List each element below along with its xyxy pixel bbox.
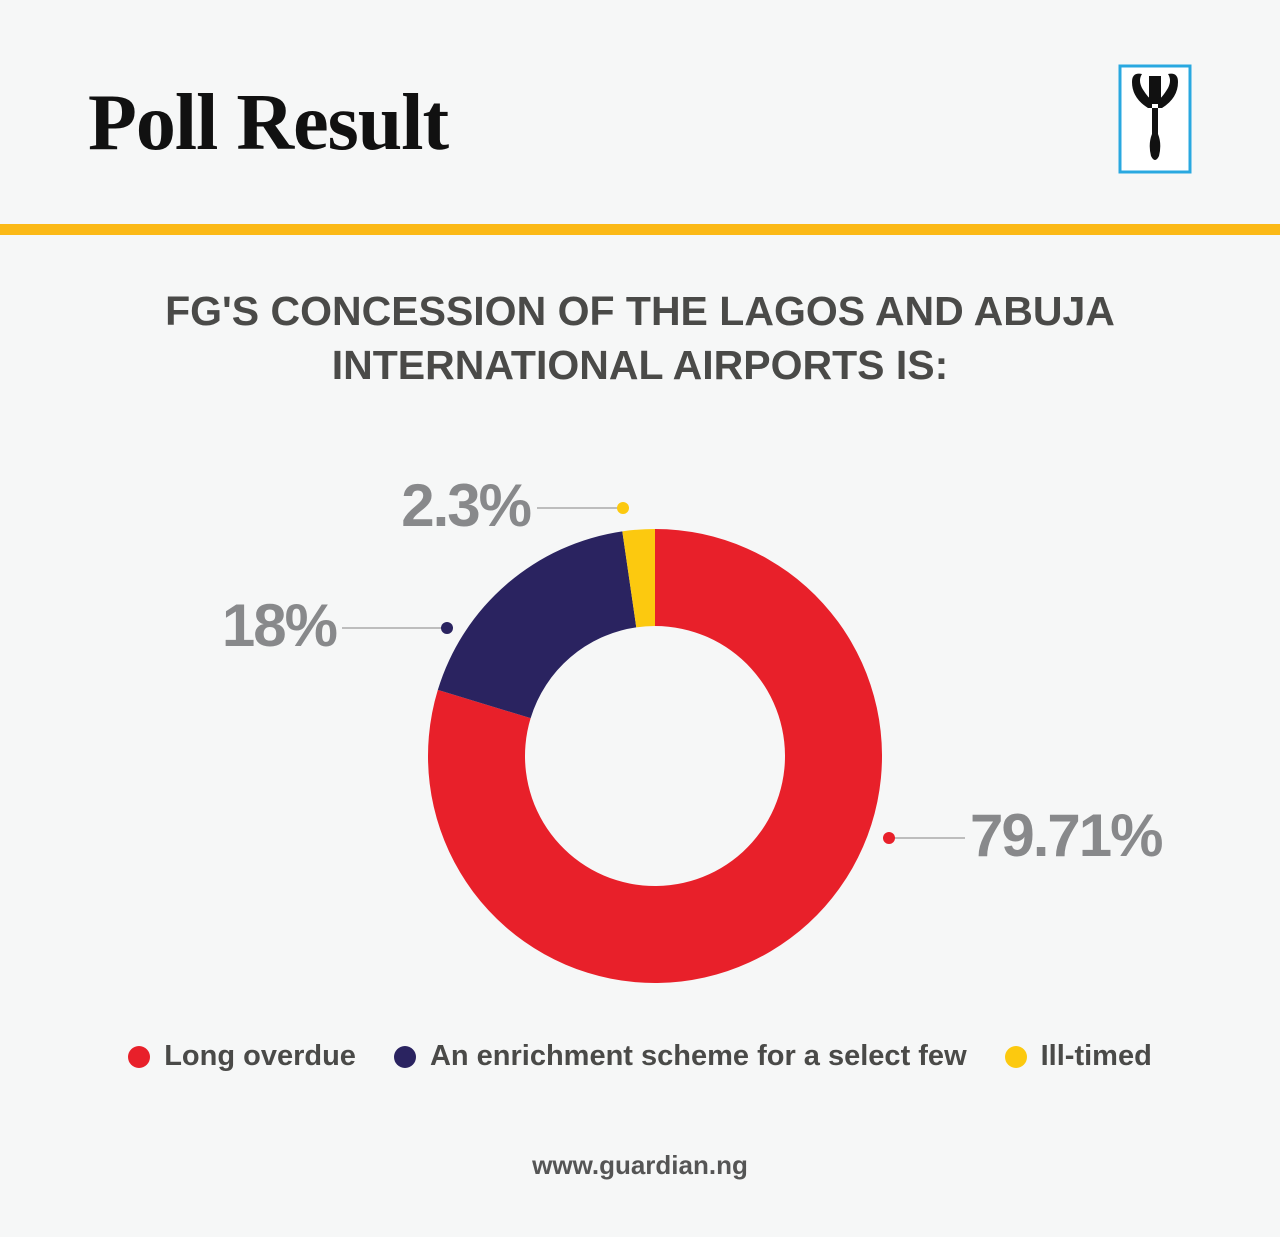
callout-dot (441, 622, 453, 634)
subtitle: FG'S CONCESSION OF THE LAGOS AND ABUJA I… (165, 288, 1115, 388)
legend-item: An enrichment scheme for a select few (393, 1040, 967, 1073)
callout-dot (617, 502, 629, 514)
donut-slice (427, 529, 882, 983)
logo (1118, 64, 1192, 174)
donut-slice (622, 529, 655, 628)
value-label: 2.3% (401, 472, 530, 539)
legend-swatch (128, 1045, 151, 1068)
value-label: 79.71% (970, 802, 1162, 869)
chart: 79.71% 18% 2.3% (222, 472, 1164, 983)
title: Poll Result (88, 79, 449, 167)
legend-item: Ill-timed (1004, 1040, 1152, 1073)
legend-label: An enrichment scheme for a select few (429, 1040, 967, 1072)
divider (0, 224, 1280, 235)
callout-dot (883, 832, 895, 844)
legend: Long overdue An enrichment scheme for a s… (0, 1040, 1280, 1073)
legend-swatch (1004, 1045, 1027, 1068)
legend-label: Ill-timed (1040, 1040, 1152, 1072)
legend-label: Long overdue (164, 1040, 356, 1072)
source: www.guardian.ng (532, 1150, 748, 1180)
legend-item: Long overdue (128, 1040, 356, 1073)
donut-slice (437, 531, 637, 719)
legend-swatch (393, 1045, 416, 1068)
value-label: 18% (222, 592, 337, 659)
